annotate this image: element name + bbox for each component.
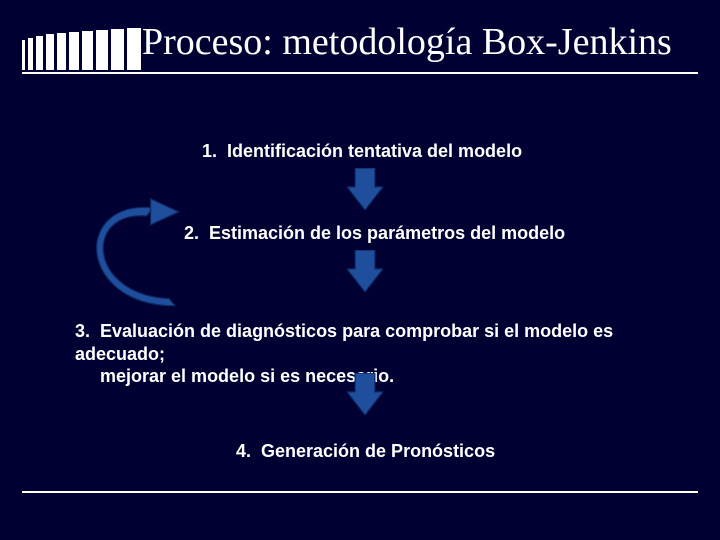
stripe-bar (22, 40, 25, 70)
step-3: 3. Evaluación de diagnósticos para compr… (75, 320, 695, 388)
stripe-bar (82, 31, 93, 70)
slide: Proceso: metodología Box-Jenkins 1. Iden… (0, 0, 720, 540)
step-1: 1. Identificación tentativa del modelo (202, 140, 642, 163)
step-4: 4. Generación de Pronósticos (236, 440, 636, 463)
arrow-down-icon (347, 250, 383, 297)
rule-bottom (22, 491, 698, 493)
rule-top (22, 72, 698, 74)
stripe-bar (36, 36, 43, 70)
stripe-bar (111, 29, 124, 70)
stripe-bar (28, 38, 33, 70)
stripe-bar (69, 32, 79, 70)
stripe-bar (96, 30, 108, 70)
stripe-bar (127, 28, 141, 70)
arrow-down-icon (347, 373, 383, 420)
stripe-bar (57, 33, 66, 70)
stripe-bar (46, 34, 54, 70)
header-stripe-decoration (22, 28, 141, 70)
feedback-arrow-icon (72, 188, 184, 317)
slide-title: Proceso: metodología Box-Jenkins (142, 22, 682, 63)
arrow-down-icon (347, 168, 383, 215)
step-2: 2. Estimación de los parámetros del mode… (184, 222, 654, 245)
